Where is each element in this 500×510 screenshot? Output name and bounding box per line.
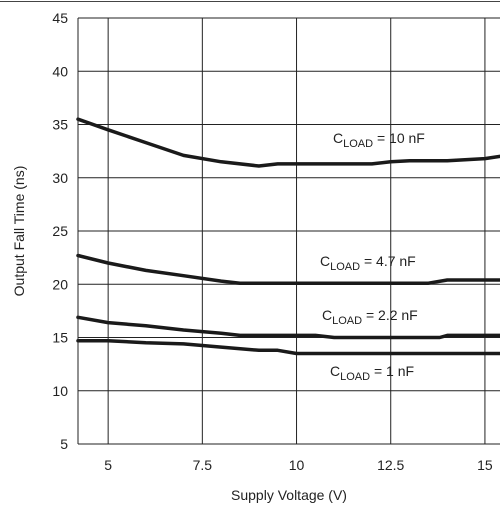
x-tick-label: 10	[289, 457, 305, 473]
y-tick-label: 15	[52, 330, 68, 346]
x-tick-label: 5	[104, 457, 112, 473]
y-tick-label: 40	[52, 63, 68, 79]
y-tick-label: 45	[52, 10, 68, 26]
plot-frame	[0, 1, 500, 445]
series-line-4	[76, 338, 500, 356]
x-axis-title: Supply Voltage (V)	[231, 487, 347, 503]
series-label-3: CLOAD = 2.2 nF	[322, 307, 418, 327]
y-axis-title: Output Fall Time (ns)	[11, 166, 27, 297]
y-tick-label: 10	[52, 383, 68, 399]
y-tick-label: 30	[52, 170, 68, 186]
series-label-2: CLOAD = 4.7 nF	[320, 253, 416, 273]
series-labels: CLOAD = 10 nF CLOAD = 4.7 nF CLOAD = 2.2 n…	[320, 130, 425, 383]
series-label-1: CLOAD = 10 nF	[333, 130, 425, 150]
y-tick-label: 25	[52, 223, 68, 239]
series-line-3	[76, 315, 500, 340]
series-line-1	[76, 117, 500, 168]
y-tick-label: 5	[60, 436, 68, 452]
tick-labels: 5 10 15 20 25 30 35 40 45 5 7.5 10 12.5 15	[52, 10, 493, 473]
series-label-4: CLOAD = 1 nF	[330, 363, 414, 383]
x-tick-label: 15	[477, 457, 493, 473]
x-tick-label: 12.5	[377, 457, 404, 473]
y-tick-label: 35	[52, 117, 68, 133]
series-lines	[76, 117, 500, 356]
y-tick-label: 20	[52, 276, 68, 292]
x-tick-label: 7.5	[193, 457, 213, 473]
grid	[78, 18, 500, 444]
series-line-2	[76, 253, 500, 285]
